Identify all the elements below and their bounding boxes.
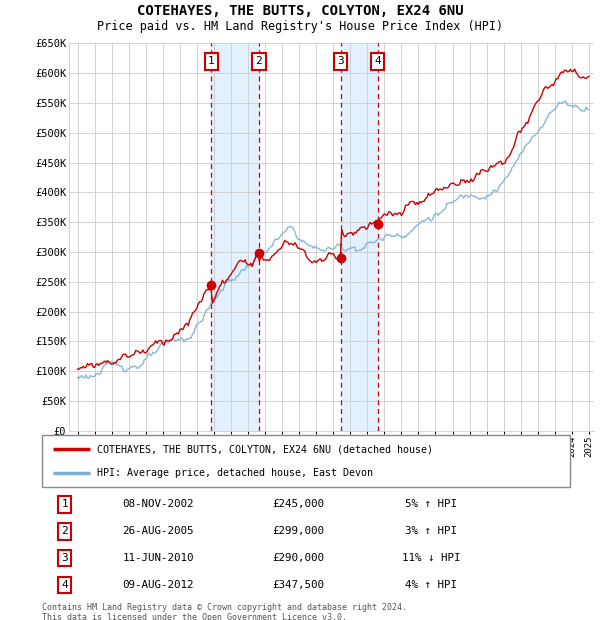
Text: COTEHAYES, THE BUTTS, COLYTON, EX24 6NU: COTEHAYES, THE BUTTS, COLYTON, EX24 6NU bbox=[137, 4, 463, 19]
Text: HPI: Average price, detached house, East Devon: HPI: Average price, detached house, East… bbox=[97, 468, 373, 478]
Text: £347,500: £347,500 bbox=[272, 580, 325, 590]
Text: 1: 1 bbox=[61, 500, 68, 510]
Text: 09-AUG-2012: 09-AUG-2012 bbox=[122, 580, 194, 590]
Text: 11-JUN-2010: 11-JUN-2010 bbox=[122, 553, 194, 563]
Bar bbox=[211, 43, 259, 431]
Text: 5% ↑ HPI: 5% ↑ HPI bbox=[405, 500, 457, 510]
Text: 4: 4 bbox=[61, 580, 68, 590]
Text: 3% ↑ HPI: 3% ↑ HPI bbox=[405, 526, 457, 536]
Text: 08-NOV-2002: 08-NOV-2002 bbox=[122, 500, 194, 510]
Text: 2: 2 bbox=[256, 56, 262, 66]
Text: 26-AUG-2005: 26-AUG-2005 bbox=[122, 526, 194, 536]
Text: £299,000: £299,000 bbox=[272, 526, 325, 536]
Text: 2: 2 bbox=[61, 526, 68, 536]
Text: 4% ↑ HPI: 4% ↑ HPI bbox=[405, 580, 457, 590]
Text: Contains HM Land Registry data © Crown copyright and database right 2024.
This d: Contains HM Land Registry data © Crown c… bbox=[42, 603, 407, 620]
Text: 1: 1 bbox=[208, 56, 215, 66]
Text: Price paid vs. HM Land Registry's House Price Index (HPI): Price paid vs. HM Land Registry's House … bbox=[97, 20, 503, 33]
Text: 4: 4 bbox=[374, 56, 381, 66]
Text: 11% ↓ HPI: 11% ↓ HPI bbox=[401, 553, 460, 563]
FancyBboxPatch shape bbox=[42, 435, 570, 487]
Text: 3: 3 bbox=[61, 553, 68, 563]
Text: COTEHAYES, THE BUTTS, COLYTON, EX24 6NU (detached house): COTEHAYES, THE BUTTS, COLYTON, EX24 6NU … bbox=[97, 444, 433, 454]
Bar bbox=[341, 43, 377, 431]
Text: 3: 3 bbox=[337, 56, 344, 66]
Text: £245,000: £245,000 bbox=[272, 500, 325, 510]
Text: £290,000: £290,000 bbox=[272, 553, 325, 563]
